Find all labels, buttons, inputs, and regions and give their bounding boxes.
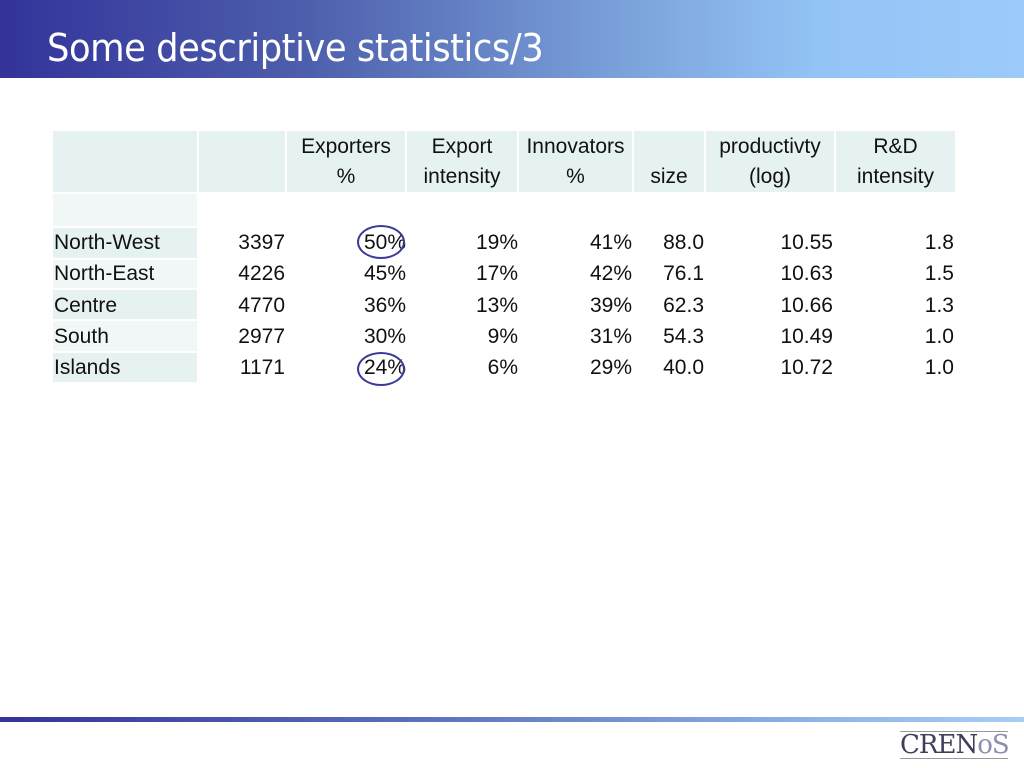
cell-innovators: 31% (589, 325, 632, 348)
logo-text-light: o (977, 730, 993, 760)
highlight-circle (357, 225, 405, 259)
footer-divider (0, 717, 1024, 722)
crenos-logo: CRENoS (900, 726, 1010, 766)
header-line1: Exporters (301, 135, 391, 158)
cell-productivity: 10.63 (780, 262, 833, 285)
header-line2: % (336, 165, 356, 188)
cell-innovators: 39% (589, 294, 632, 317)
header-export-intensity: Export intensity (407, 132, 517, 192)
cell-region: South (54, 325, 109, 348)
cell-productivity: 10.72 (780, 356, 833, 379)
cell-innovators: 29% (589, 356, 632, 379)
header-cell-bg (634, 131, 704, 192)
cell-export-intensity: 13% (475, 294, 518, 317)
slide-title: Some descriptive statistics/3 (47, 26, 544, 70)
header-line2: intensity (856, 165, 935, 188)
header-cell-bg (706, 131, 834, 192)
cell-size: 54.3 (663, 325, 704, 348)
header-line1: productivty (719, 135, 821, 158)
highlight-circle (357, 352, 405, 386)
header-line1 (634, 132, 704, 162)
header-productivity: productivty (log) (706, 132, 834, 192)
header-line1: Innovators (526, 135, 625, 158)
cell-innovators: 42% (589, 262, 632, 285)
cell-size: 88.0 (663, 231, 704, 254)
cell-export-intensity: 17% (475, 262, 518, 285)
header-exporters: Exporters % (287, 132, 405, 192)
cell-productivity: 10.55 (780, 231, 833, 254)
logo-bottom-rule (900, 758, 1008, 764)
rowlabel-bg (53, 321, 197, 351)
cell-n: 1171 (239, 356, 285, 379)
cell-export-intensity: 6% (487, 356, 518, 379)
cell-export-intensity: 19% (475, 231, 518, 254)
cell-export-intensity: 9% (487, 325, 518, 348)
cell-productivity: 10.66 (780, 294, 833, 317)
header-cell-bg (199, 131, 285, 192)
header-cell-bg (836, 131, 955, 192)
logo-text-dark: CREN (900, 730, 978, 760)
header-cell-bg (519, 131, 632, 192)
logo-text: CRENoS (900, 730, 1010, 760)
title-bar: Some descriptive statistics/3 (0, 0, 1024, 78)
header-cell-bg (53, 131, 197, 192)
cell-rd-intensity: 1.0 (924, 325, 954, 348)
cell-n: 4770 (238, 294, 285, 317)
header-size: size (634, 132, 704, 192)
header-line1: Export (431, 135, 493, 158)
header-line2: size (650, 165, 688, 188)
cell-size: 62.3 (663, 294, 704, 317)
logo-text-end: S (991, 730, 1010, 760)
header-line2: % (566, 165, 585, 188)
cell-innovators: 41% (589, 231, 632, 254)
cell-size: 40.0 (663, 356, 704, 379)
rowlabel-bg (53, 260, 197, 288)
cell-region: North-West (54, 231, 160, 254)
spacer-cell-bg (53, 194, 197, 226)
rowlabel-bg (53, 353, 197, 382)
cell-region: Islands (54, 356, 121, 379)
logo-top-rule (900, 726, 1008, 732)
cell-region: North-East (54, 262, 155, 285)
rowlabel-bg (53, 228, 197, 258)
cell-exporters: 45% (363, 262, 406, 285)
cell-rd-intensity: 1.3 (924, 294, 954, 317)
cell-rd-intensity: 1.5 (924, 262, 954, 285)
cell-exporters: 30% (363, 325, 406, 348)
header-innovators: Innovators % (519, 132, 632, 192)
cell-rd-intensity: 1.0 (924, 356, 954, 379)
rowlabel-bg (53, 290, 197, 319)
cell-productivity: 10.49 (780, 325, 833, 348)
cell-n: 4226 (238, 262, 285, 285)
header-cell-bg (407, 131, 517, 192)
header-line2: (log) (748, 165, 791, 188)
header-rd-intensity: R&D intensity (836, 132, 955, 192)
cell-n: 2977 (238, 325, 285, 348)
cell-exporters: 36% (363, 294, 406, 317)
header-line1: R&D (873, 135, 918, 158)
cell-rd-intensity: 1.8 (924, 231, 954, 254)
header-line2: intensity (423, 165, 501, 188)
cell-region: Centre (54, 294, 118, 317)
cell-size: 76.1 (663, 262, 704, 285)
cell-n: 3397 (238, 231, 285, 254)
header-cell-bg (287, 131, 405, 192)
